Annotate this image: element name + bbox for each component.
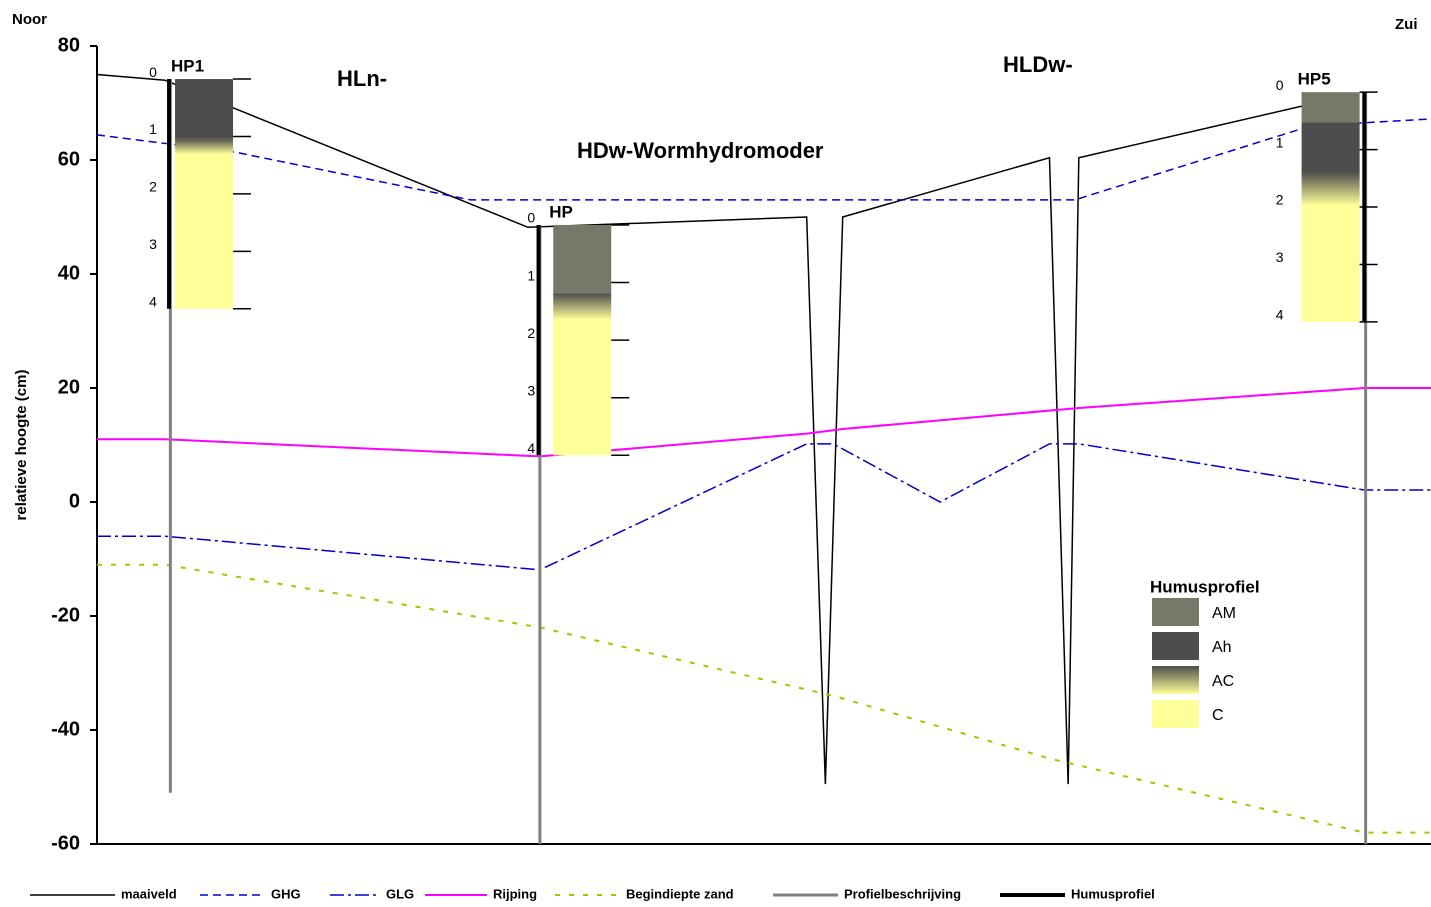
legend-label: C (1212, 707, 1224, 724)
legend-label: GLG (386, 886, 414, 901)
legend-label: Rijping (493, 886, 537, 901)
series-line (97, 443, 1431, 571)
legend-label: AC (1212, 673, 1234, 690)
legend-label: AM (1212, 605, 1236, 622)
legend-label: Ah (1212, 639, 1232, 656)
y-tick-label: -20 (51, 604, 80, 626)
profile-layer (553, 224, 612, 294)
profile-label: HP1 (171, 57, 204, 76)
profile-layer (175, 79, 234, 139)
y-axis-title: relatieve hoogte (cm) (13, 370, 30, 521)
depth-tick-label: 4 (1276, 307, 1284, 323)
y-tick-label: 60 (58, 148, 80, 170)
legend-title: Humusprofiel (1150, 577, 1260, 596)
legend-swatch (1152, 700, 1199, 728)
y-tick-label: 40 (58, 262, 80, 284)
depth-tick-label: 3 (1276, 249, 1284, 265)
profile-layer (553, 319, 612, 456)
annotation: HDw-Wormhydromoder (577, 138, 824, 163)
depth-tick-label: 0 (527, 210, 535, 226)
depth-tick-label: 4 (149, 293, 157, 309)
legend-label: Profielbeschrijving (844, 886, 961, 901)
depth-tick-label: 3 (527, 382, 535, 398)
series-line (96, 73, 1306, 785)
depth-tick-label: 1 (527, 267, 535, 283)
depth-tick-label: 0 (1276, 77, 1284, 93)
profile-layer (1301, 171, 1360, 206)
profile-layer (175, 154, 234, 309)
left-label: Noor (12, 11, 47, 28)
right-label: Zui (1395, 16, 1418, 33)
legend-label: GHG (271, 886, 301, 901)
legend-swatch (1152, 598, 1199, 626)
y-tick-label: -60 (51, 832, 80, 854)
profile-label: HP5 (1298, 70, 1331, 89)
depth-tick-label: 4 (527, 440, 535, 456)
profile-layer (1301, 122, 1360, 172)
annotation: HLn- (337, 66, 387, 91)
y-tick-label: 80 (58, 34, 80, 56)
profile-layer (553, 293, 612, 320)
legend-swatch (1152, 666, 1199, 694)
depth-tick-label: 2 (149, 179, 157, 195)
depth-tick-label: 3 (149, 236, 157, 252)
depth-tick-label: 1 (1276, 134, 1284, 150)
depth-tick-label: 2 (527, 325, 535, 341)
depth-tick-label: 2 (1276, 192, 1284, 208)
profile-layer (1301, 205, 1360, 322)
depth-tick-label: 1 (149, 121, 157, 137)
y-tick-label: 20 (58, 376, 80, 398)
y-tick-label: 0 (69, 490, 80, 512)
profile-layer (175, 138, 234, 155)
legend-label: Humusprofiel (1071, 886, 1155, 901)
profile-layer (1301, 92, 1360, 123)
profile-label: HP (549, 202, 573, 221)
depth-tick-label: 0 (149, 64, 157, 80)
annotation: HLDw- (1003, 52, 1073, 77)
y-tick-label: -40 (51, 718, 80, 740)
legend-label: maaiveld (121, 886, 177, 901)
legend-swatch (1152, 632, 1199, 660)
legend-label: Begindiepte zand (626, 886, 734, 901)
series-line (97, 387, 1431, 458)
